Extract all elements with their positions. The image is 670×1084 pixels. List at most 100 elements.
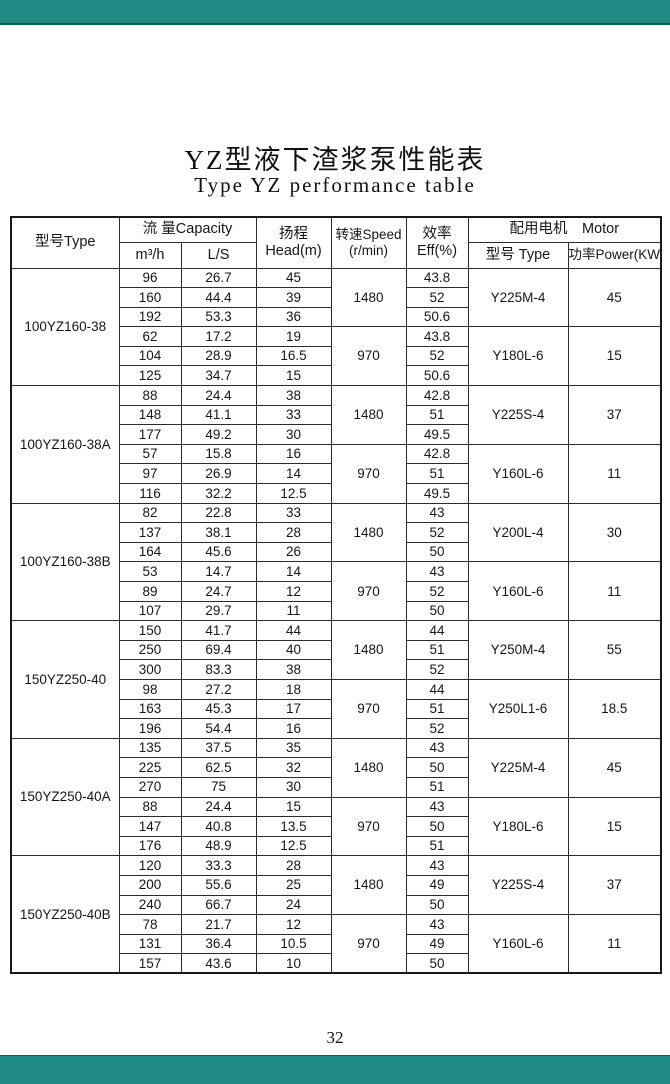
cell-efficiency: 50 (405, 541, 469, 563)
col-header-head: 扬程 Head(m) (255, 216, 332, 269)
cell-head: 28 (255, 522, 332, 543)
cell-capacity-ls: 32.2 (180, 483, 257, 504)
cell-capacity-m3h: 200 (118, 874, 182, 896)
cell-capacity-ls: 24.4 (180, 796, 257, 818)
cell-capacity-ls: 44.4 (180, 287, 257, 308)
cell-efficiency: 51 (405, 463, 469, 485)
cell-capacity-ls: 53.3 (180, 306, 257, 328)
cell-efficiency: 43 (405, 855, 469, 876)
col-header-head-en: Head(m) (265, 242, 322, 259)
cell-speed: 970 (330, 561, 407, 622)
cell-capacity-ls: 22.8 (180, 502, 257, 524)
cell-capacity-ls: 28.9 (180, 345, 257, 367)
table-row: 164 45.6 26 50 (11, 541, 661, 563)
cell-speed: 970 (330, 796, 407, 857)
cell-efficiency: 42.8 (405, 443, 469, 465)
cell-efficiency: 43 (405, 914, 469, 935)
cell-capacity-ls: 33.3 (180, 855, 257, 876)
cell-head: 12 (255, 914, 332, 935)
table-row: 137 38.1 28 52 (11, 522, 661, 543)
cell-head: 17 (255, 698, 332, 720)
cell-pump-model: 100YZ160-38B (10, 502, 120, 622)
cell-capacity-ls: 83.3 (180, 659, 257, 680)
cell-capacity-m3h: 53 (118, 561, 182, 582)
cell-efficiency: 43 (405, 796, 469, 818)
cell-efficiency: 44 (405, 620, 469, 641)
cell-speed: 970 (330, 678, 407, 739)
cell-capacity-ls: 54.4 (180, 718, 257, 739)
cell-capacity-ls: 55.6 (180, 874, 257, 896)
cell-capacity-ls: 15.8 (180, 443, 257, 465)
cell-efficiency: 49 (405, 933, 469, 955)
cell-capacity-m3h: 160 (118, 287, 182, 308)
cell-capacity-ls: 38.1 (180, 522, 257, 543)
cell-head: 26 (255, 541, 332, 563)
table-row: 150YZ250-40B 120 33.3 28 1480 43 Y225S-4 37 (10, 855, 662, 974)
cell-capacity-m3h: 62 (118, 326, 182, 347)
col-header-speed: 转速Speed (r/min) (330, 216, 407, 269)
cell-capacity-ls: 41.1 (180, 404, 257, 426)
cell-head: 25 (255, 874, 332, 896)
cell-capacity-m3h: 177 (118, 424, 182, 445)
cell-capacity-ls: 17.2 (180, 326, 257, 347)
cell-speed: 1480 (330, 502, 407, 563)
bottom-border-band (0, 1055, 670, 1084)
table-row: 116 32.2 12.5 49.5 (11, 483, 661, 504)
cell-speed: 1480 (330, 620, 407, 680)
cell-motor-model: Y225S-4 (467, 385, 569, 445)
cell-head: 39 (255, 287, 332, 308)
table-row: 98 27.2 18 970 44 Y250L1-6 18.5 (11, 678, 662, 739)
table-row: 104 28.9 16.5 52 (11, 345, 661, 367)
cell-capacity-ls: 29.7 (180, 600, 257, 622)
col-header-eff: 效率 Eff(%) (405, 216, 469, 269)
cell-capacity-m3h: 225 (118, 757, 182, 778)
cell-head: 10 (255, 953, 332, 974)
cell-capacity-ls: 40.8 (180, 816, 257, 837)
cell-motor-power: 15 (567, 326, 662, 387)
cell-capacity-ls: 21.7 (180, 914, 257, 935)
cell-head: 33 (255, 502, 332, 524)
cell-head: 16 (255, 718, 332, 739)
cell-motor-model: Y225M-4 (467, 267, 569, 328)
table-row: 240 66.7 24 50 (11, 894, 661, 916)
cell-efficiency: 50 (405, 894, 469, 916)
cell-capacity-ls: 26.9 (180, 463, 257, 485)
cell-capacity-m3h: 250 (118, 639, 182, 661)
cell-motor-model: Y200L-4 (467, 502, 569, 563)
cell-motor-model: Y160L-6 (467, 914, 569, 974)
cell-capacity-m3h: 135 (118, 737, 182, 759)
cell-capacity-ls: 45.6 (180, 541, 257, 563)
cell-efficiency: 43 (405, 561, 469, 582)
cell-motor-model: Y225M-4 (467, 737, 569, 798)
table-row: 157 43.6 10 50 (11, 953, 661, 974)
cell-motor-power: 11 (567, 914, 662, 974)
cell-capacity-m3h: 125 (118, 365, 182, 387)
cell-motor-power: 45 (567, 267, 662, 328)
table-row: 100YZ160-38 96 26.7 45 1480 43.8 Y225M-4 45 (10, 267, 662, 387)
cell-speed: 970 (330, 443, 407, 504)
cell-head: 28 (255, 855, 332, 876)
cell-capacity-m3h: 150 (118, 620, 182, 641)
cell-motor-model: Y180L-6 (467, 326, 569, 387)
cell-head: 14 (255, 561, 332, 582)
cell-pump-model: 150YZ250-40 (10, 620, 120, 739)
cell-capacity-m3h: 164 (118, 541, 182, 563)
table-row: 163 45.3 17 51 (11, 698, 661, 720)
cell-efficiency: 51 (405, 698, 469, 720)
table-row: 200 55.6 25 49 (11, 874, 661, 896)
cell-capacity-m3h: 270 (118, 776, 182, 798)
cell-capacity-ls: 75 (180, 776, 257, 798)
cell-capacity-ls: 69.4 (180, 639, 257, 661)
cell-capacity-ls: 48.9 (180, 835, 257, 857)
cell-motor-power: 18.5 (567, 678, 662, 739)
cell-head: 30 (255, 424, 332, 445)
cell-head: 16.5 (255, 345, 332, 367)
table-row: 62 17.2 19 970 43.8 Y180L-6 15 (11, 326, 662, 387)
col-header-motor-model: 型号 Type (467, 241, 569, 269)
table-row: 150YZ250-40A 135 37.5 35 1480 43 Y225M-4 45 (10, 737, 662, 857)
page-title-english: Type YZ performance table (194, 173, 476, 197)
col-header-speed-zh: 转速Speed (335, 227, 402, 243)
cell-capacity-ls: 43.6 (180, 953, 257, 974)
cell-capacity-m3h: 82 (118, 502, 182, 524)
table-row: 192 53.3 36 50.6 (11, 306, 661, 328)
